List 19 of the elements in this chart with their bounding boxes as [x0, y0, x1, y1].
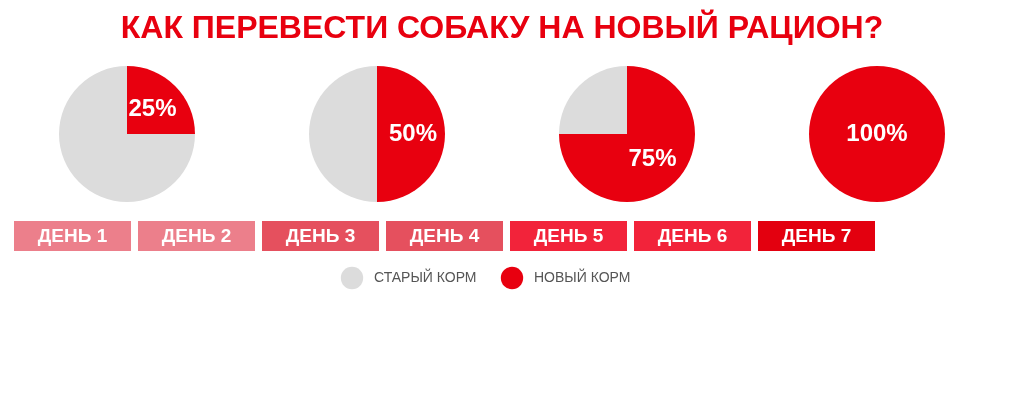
text: ДЕНЬ 7 — [781, 225, 852, 246]
pie-slice — [59, 66, 195, 202]
data-label: 25% — [128, 93, 177, 121]
text: ДЕНЬ 1 — [37, 225, 108, 246]
pie-slice — [559, 66, 695, 202]
legend-label: СТАРЫЙ КОРМ — [374, 268, 477, 285]
data-label: 100% — [846, 119, 908, 146]
text: ДЕНЬ 6 — [657, 225, 728, 246]
text: ДЕНЬ 4 — [409, 225, 480, 246]
data-label: 75% — [628, 144, 677, 172]
pie-slice — [377, 66, 445, 202]
pie-slice — [559, 66, 627, 134]
data-label: 50% — [388, 119, 438, 146]
chart-title: КАК ПЕРЕВЕСТИ СОБАКУ НА НОВЫЙ РАЦИОН? — [120, 9, 884, 45]
text: ДЕНЬ 2 — [161, 225, 232, 246]
legend-label: НОВЫЙ КОРМ — [534, 268, 631, 285]
text: ДЕНЬ 3 — [285, 225, 356, 246]
pie-slice — [309, 66, 377, 202]
text: ДЕНЬ 5 — [533, 225, 604, 246]
